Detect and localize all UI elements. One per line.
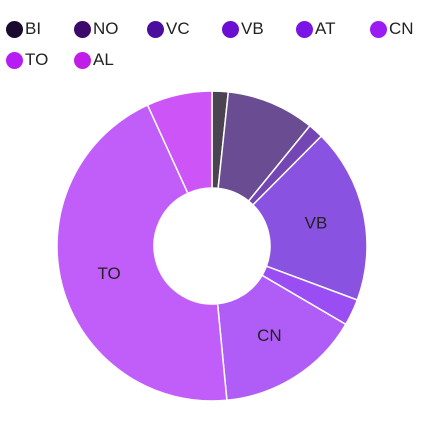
legend-swatch [74,51,91,69]
slice-label-cn: CN [257,326,282,345]
legend-label: AT [315,19,336,38]
legend-swatch [6,51,23,69]
legend-item-bi[interactable]: BI [6,19,74,39]
legend-item-cn[interactable]: CN [370,19,423,39]
slice-al[interactable] [146,90,213,195]
slice-label-to: TO [97,264,120,283]
slice-label-vb: VB [305,214,328,233]
legend-label: AL [93,50,114,69]
slice-to[interactable] [56,104,228,402]
legend-item-to[interactable]: TO [6,50,74,70]
legend-swatch [147,20,164,38]
legend-swatch [222,20,239,38]
legend-item-vc[interactable]: VC [147,19,222,39]
legend-swatch [296,20,313,38]
legend-swatch [6,20,23,38]
legend-label: CN [389,19,414,38]
legend-label: VB [241,19,264,38]
legend-swatch [370,20,387,38]
legend-swatch [74,20,91,38]
legend-item-al[interactable]: AL [74,50,147,70]
slice-cn[interactable] [216,274,347,402]
chart-legend: BI NO VC VB AT CN TO AL [6,19,423,70]
legend-label: NO [93,19,119,38]
legend-item-no[interactable]: NO [74,19,147,39]
legend-label: BI [25,19,42,38]
legend-item-vb[interactable]: VB [222,19,296,39]
legend-label: TO [25,50,49,69]
legend-label: VC [166,19,190,38]
legend-item-at[interactable]: AT [296,19,370,39]
slice-vb[interactable] [251,135,368,301]
